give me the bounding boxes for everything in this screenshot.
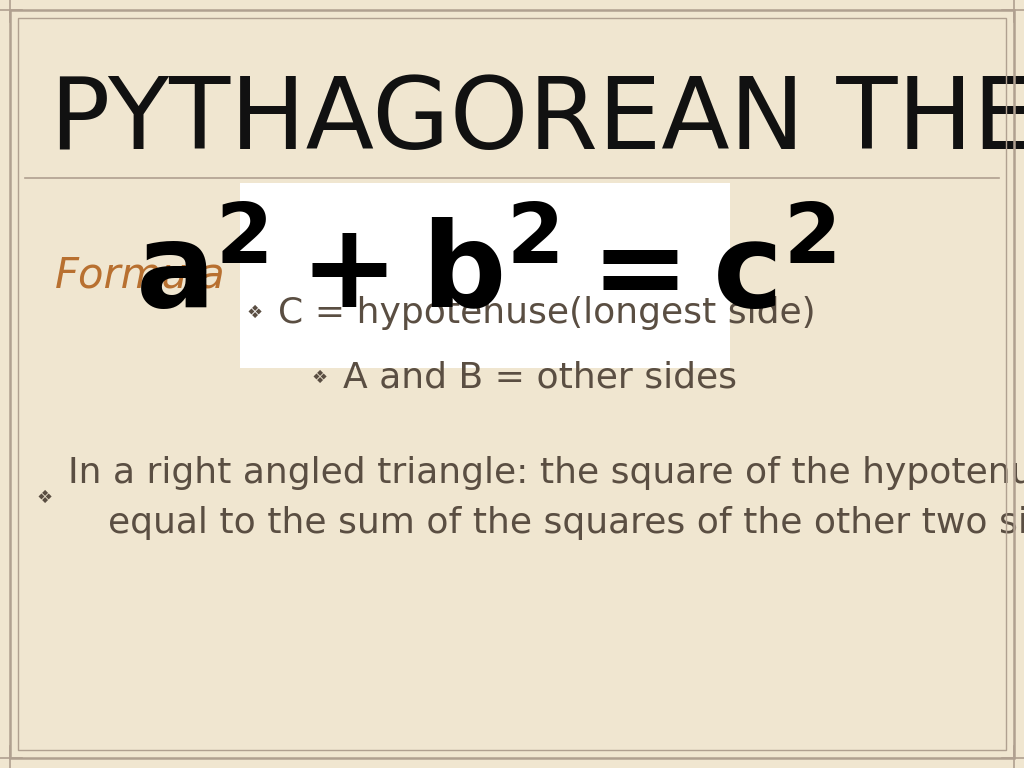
- Text: In a right angled triangle: the square of the hypotenuse is: In a right angled triangle: the square o…: [68, 456, 1024, 490]
- Text: C = hypotenuse(longest side): C = hypotenuse(longest side): [278, 296, 816, 330]
- Text: Formula: Formula: [55, 254, 225, 296]
- Text: ❖: ❖: [312, 369, 328, 387]
- Text: PYTHAGOREAN THEOREM: PYTHAGOREAN THEOREM: [50, 73, 1024, 170]
- Text: A and B = other sides: A and B = other sides: [343, 361, 737, 395]
- Text: ❖: ❖: [37, 489, 53, 507]
- Text: equal to the sum of the squares of the other two sides: equal to the sum of the squares of the o…: [108, 506, 1024, 540]
- FancyBboxPatch shape: [240, 183, 730, 368]
- Text: $\mathbf{a^2 + b^2 = c^2}$: $\mathbf{a^2 + b^2 = c^2}$: [134, 218, 836, 333]
- Text: ❖: ❖: [247, 304, 263, 322]
